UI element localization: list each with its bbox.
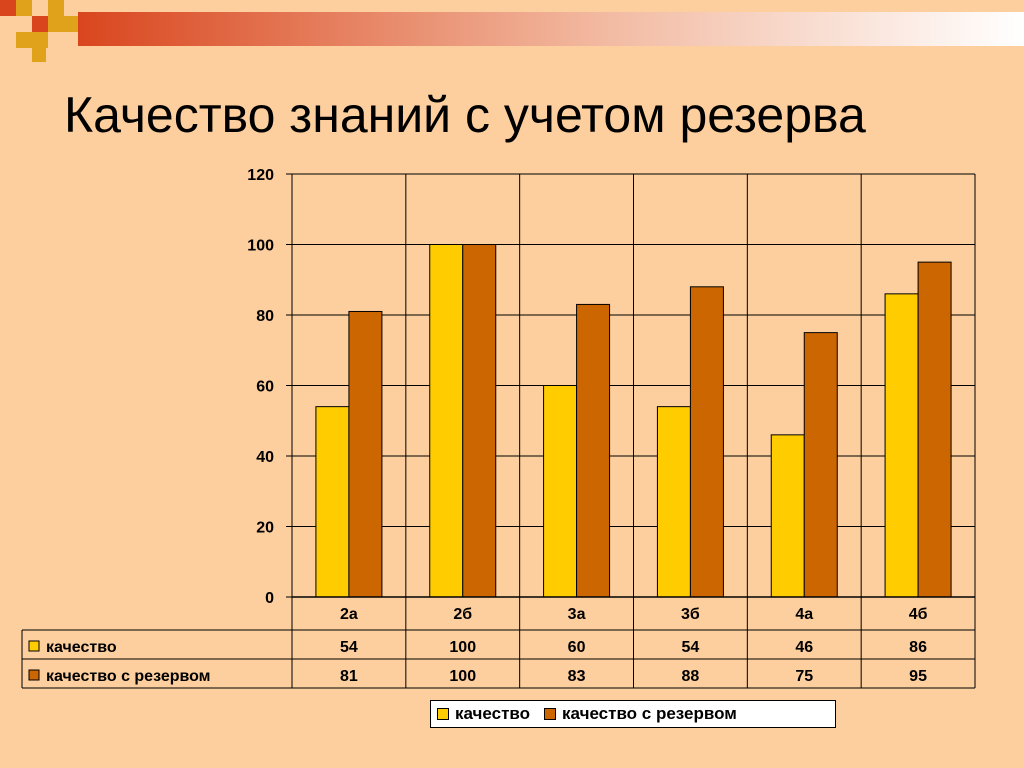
bar (543, 385, 578, 598)
data-label: 81 (340, 668, 358, 685)
data-label: 46 (795, 639, 813, 656)
y-tick-label: 100 (247, 238, 274, 255)
legend-label-series-1: качество (455, 704, 531, 723)
data-label: 86 (909, 639, 927, 656)
bar (429, 244, 464, 598)
y-tick-label: 120 (247, 167, 274, 184)
x-tick-label: 4б (909, 606, 928, 623)
slide-title: Качество знаний с учетом резерва (64, 87, 866, 143)
y-tick-label: 60 (256, 379, 274, 396)
x-tick-label: 2а (340, 606, 358, 623)
legend-label-series-2: качество с резервом (562, 704, 737, 723)
data-label: 54 (340, 639, 358, 656)
legend-swatch-series-1 (437, 708, 449, 720)
data-label: 88 (682, 668, 700, 685)
bar (462, 244, 497, 598)
data-label: 83 (568, 668, 586, 685)
bar (576, 303, 611, 598)
data-label: 54 (682, 639, 700, 656)
legend-swatch-series-2 (544, 708, 557, 720)
table-series-label: качество с резервом (46, 668, 211, 685)
bar (803, 332, 838, 598)
bar (884, 293, 919, 598)
legend-item-series-1: качество (437, 704, 530, 724)
data-label: 75 (795, 668, 813, 685)
table-swatch (28, 669, 40, 681)
bar (315, 406, 350, 598)
table-series-label: качество (46, 639, 117, 656)
data-label: 60 (568, 639, 586, 656)
bar (689, 286, 724, 598)
x-tick-label: 3б (681, 606, 700, 623)
bar (656, 406, 691, 598)
legend-item-series-2: качество с резервом (544, 704, 737, 724)
y-tick-label: 20 (256, 520, 274, 537)
y-tick-label: 40 (256, 449, 274, 466)
data-label: 100 (449, 639, 476, 656)
y-tick-label: 0 (265, 590, 274, 607)
x-tick-label: 2б (453, 606, 472, 623)
table-swatch (28, 640, 40, 652)
y-tick-label: 80 (256, 308, 274, 325)
bar (770, 434, 805, 598)
legend: качество качество с резервом (430, 700, 836, 728)
bar (917, 261, 952, 598)
x-tick-label: 3а (568, 606, 586, 623)
data-label: 95 (909, 668, 927, 685)
corner-decoration (0, 0, 1024, 62)
bar (348, 310, 383, 598)
x-tick-label: 4а (795, 606, 813, 623)
data-label: 100 (449, 668, 476, 685)
